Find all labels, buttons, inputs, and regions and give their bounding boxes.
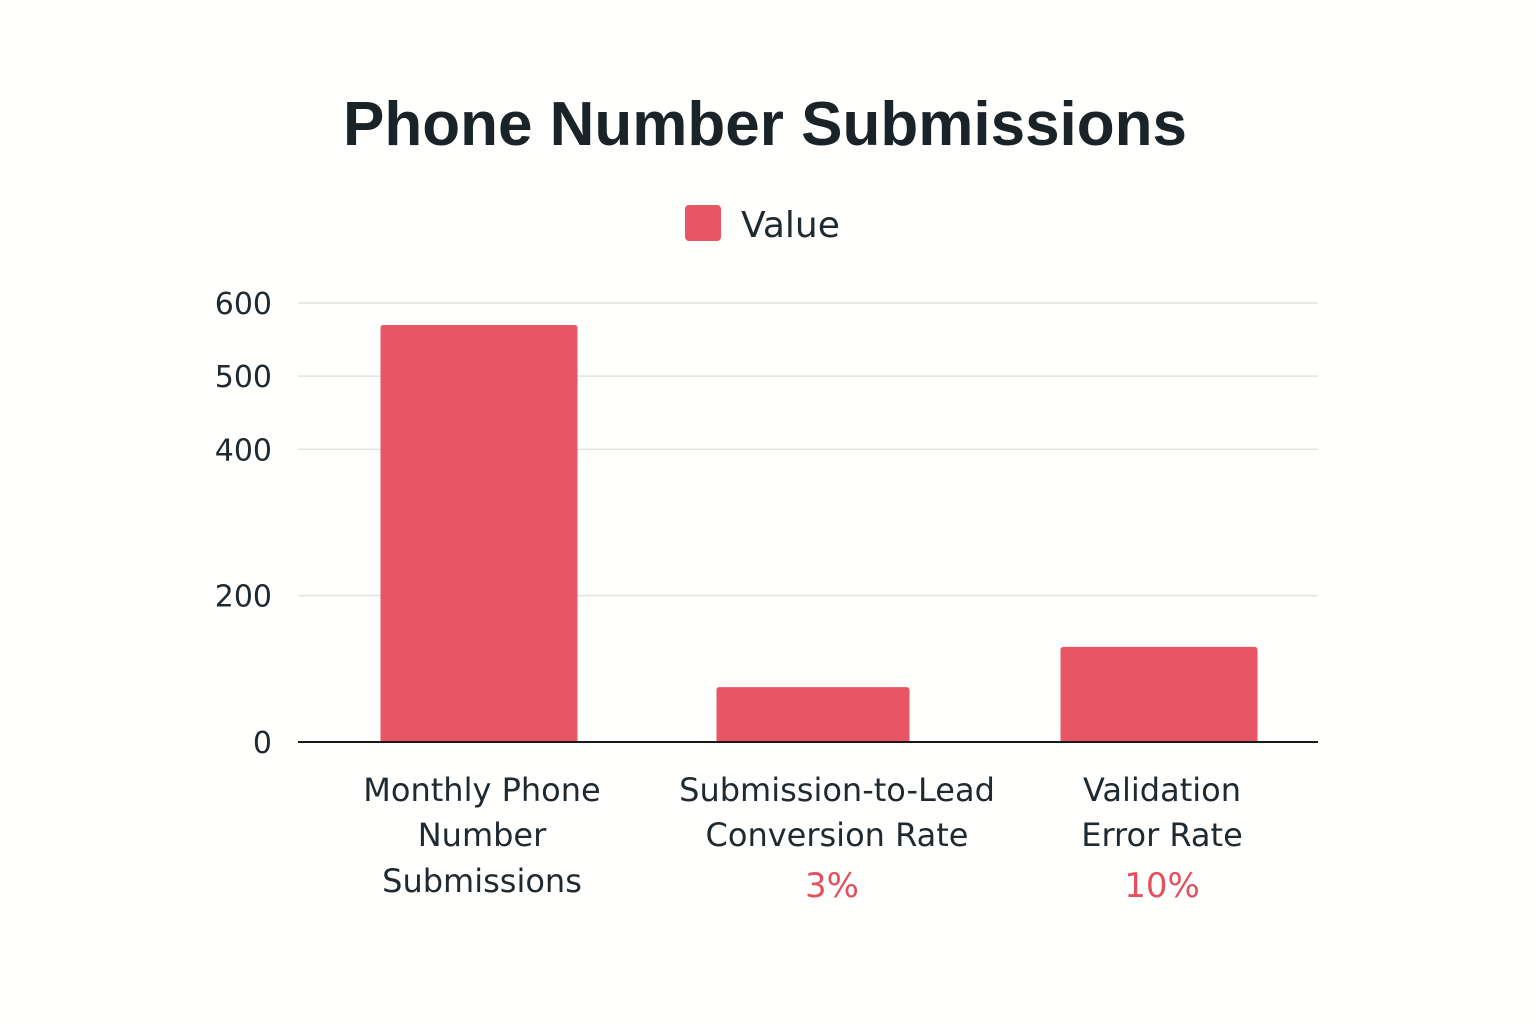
category-labels: Monthly Phone Number Submissions Submission…	[363, 771, 1242, 906]
category-annotation-3: 10%	[1124, 866, 1200, 906]
category-label-line: Conversion Rate	[706, 816, 969, 854]
y-tick-labels: 0 200 400 500 600	[215, 287, 272, 761]
legend-swatch-value	[685, 205, 721, 241]
y-tick-label-200: 200	[215, 580, 272, 615]
category-label-1: Monthly Phone Number Submissions	[363, 771, 600, 900]
y-tick-label-500: 500	[215, 360, 272, 395]
category-label-line: Validation	[1083, 771, 1241, 809]
chart-title: Phone Number Submissions	[343, 90, 1187, 159]
category-label-3: Validation Error Rate	[1081, 771, 1243, 854]
bar-1	[380, 324, 578, 742]
y-tick-label-400: 400	[215, 433, 272, 468]
legend: Value	[685, 205, 840, 246]
category-label-line: Submissions	[382, 862, 582, 900]
category-label-line: Monthly Phone	[363, 771, 600, 809]
category-annotation-2: 3%	[805, 866, 859, 906]
category-label-2: Submission-to-Lead Conversion Rate	[679, 771, 995, 854]
category-label-line: Error Rate	[1081, 816, 1243, 854]
category-label-line: Submission-to-Lead	[679, 771, 995, 809]
legend-label-value: Value	[741, 205, 840, 246]
bar-2	[716, 687, 910, 742]
bar-3	[1060, 646, 1258, 742]
y-tick-label-0: 0	[253, 726, 272, 761]
y-tick-label-600: 600	[215, 287, 272, 322]
category-label-line: Number	[418, 816, 547, 854]
bars	[380, 324, 1258, 742]
